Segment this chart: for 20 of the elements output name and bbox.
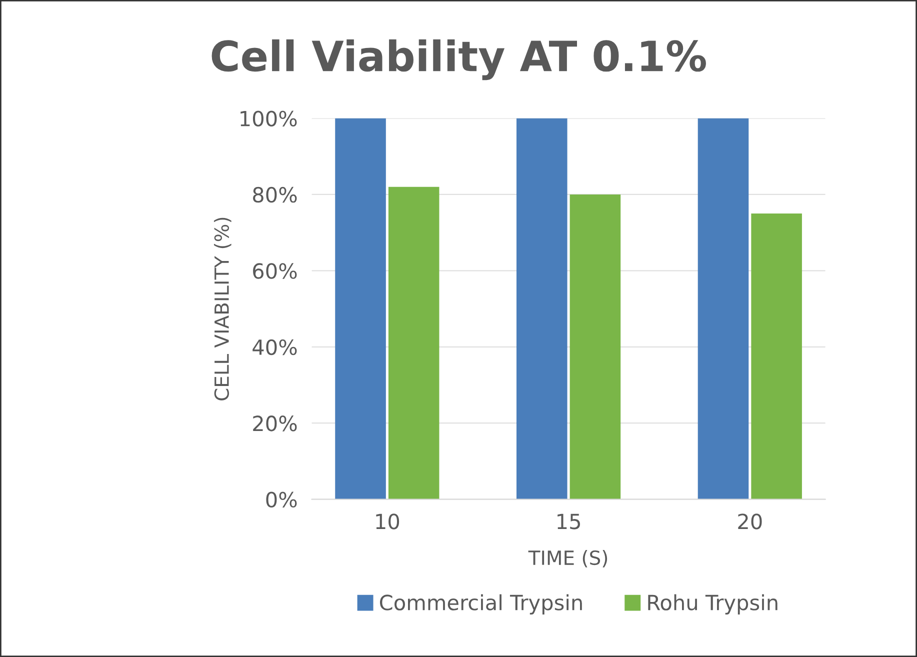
y-tick-label: 100%: [240, 110, 297, 126]
y-tick-label: 20%: [253, 416, 297, 432]
legend-label: Rohu Trypsin: [648, 594, 778, 614]
bar: [698, 118, 749, 500]
y-tick-label: 80%: [253, 186, 297, 203]
legend-label: Commercial Trypsin: [380, 594, 582, 614]
bar: [516, 118, 568, 500]
y-tick-label: 0%: [266, 492, 297, 508]
bar: [570, 194, 621, 500]
y-axis-title: CELL VIABILITY (%): [214, 218, 232, 400]
bar: [388, 186, 440, 500]
bar: [335, 118, 386, 500]
x-axis-title: TIME (S): [528, 550, 608, 568]
x-tick-label: 10: [376, 514, 400, 530]
y-tick-label: 40%: [252, 339, 297, 356]
y-tick-label: 60%: [253, 263, 297, 279]
chart-title: Cell Viability AT 0.1%: [212, 39, 706, 80]
x-tick-label: 15: [558, 514, 580, 530]
bar: [751, 214, 802, 500]
x-tick-label: 20: [738, 514, 762, 530]
